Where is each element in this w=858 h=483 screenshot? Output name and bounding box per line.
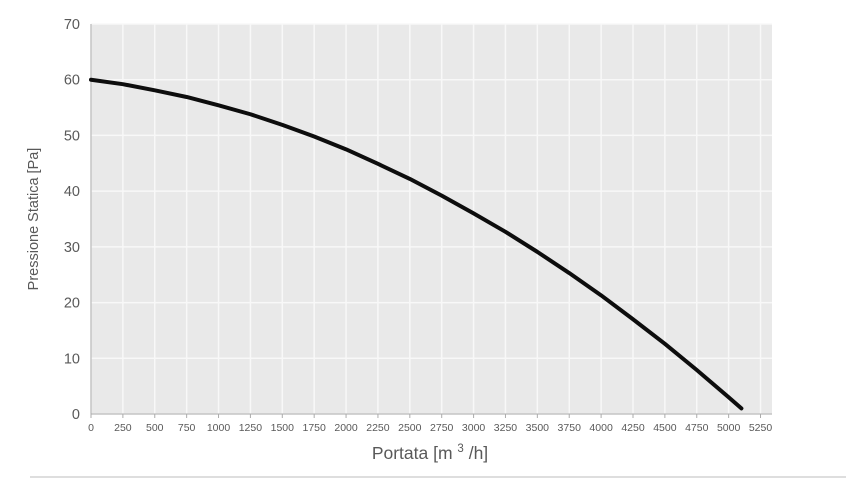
x-tick-label: 1000 — [207, 422, 231, 434]
y-tick-label: 50 — [64, 128, 80, 144]
x-tick-label: 5000 — [717, 422, 741, 434]
y-tick-label: 10 — [64, 351, 80, 367]
y-tick-label: 0 — [72, 407, 80, 423]
y-tick-label: 60 — [64, 73, 80, 89]
x-axis-title-prefix: Portata [m — [372, 443, 453, 463]
x-tick-label: 1750 — [302, 422, 326, 434]
x-tick-label: 250 — [114, 422, 132, 434]
x-tick-label: 3250 — [494, 422, 518, 434]
x-axis-title-superscript: 3 — [457, 443, 463, 455]
y-axis-title: Pressione Statica [Pa] — [26, 148, 42, 291]
y-tick-label: 30 — [64, 240, 80, 256]
x-tick-label: 1250 — [239, 422, 263, 434]
x-tick-label: 4000 — [589, 422, 613, 434]
x-tick-label: 3500 — [526, 422, 550, 434]
x-tick-label: 4500 — [653, 422, 677, 434]
x-axis-title-suffix: /h] — [469, 443, 488, 463]
x-axis-title: Portata [m 3 /h] — [372, 436, 488, 463]
x-tick-label: 2500 — [398, 422, 422, 434]
y-tick-label: 40 — [64, 184, 80, 200]
x-tick-label: 3750 — [558, 422, 582, 434]
x-tick-label: 750 — [178, 422, 196, 434]
plot-background — [91, 24, 772, 414]
plot-area: 0 250 500 750 1000 1250 1500 1750 2000 2250 2500 27… — [64, 17, 773, 434]
fan-curve-line — [89, 77, 744, 411]
x-tick-label: 4750 — [685, 422, 709, 434]
x-tick-label: 2750 — [430, 422, 454, 434]
x-tick-label: 5250 — [749, 422, 773, 434]
x-tick-label: 1500 — [271, 422, 295, 434]
x-tick-label: 500 — [146, 422, 164, 434]
x-tick-label: 2000 — [334, 422, 358, 434]
x-tick-label: 0 — [88, 422, 94, 434]
x-tick-label: 4250 — [621, 422, 645, 434]
x-tick-label: 3000 — [462, 422, 486, 434]
y-tick-label: 70 — [64, 17, 80, 33]
x-tick-label: 2250 — [366, 422, 390, 434]
y-tick-label: 20 — [64, 296, 80, 312]
